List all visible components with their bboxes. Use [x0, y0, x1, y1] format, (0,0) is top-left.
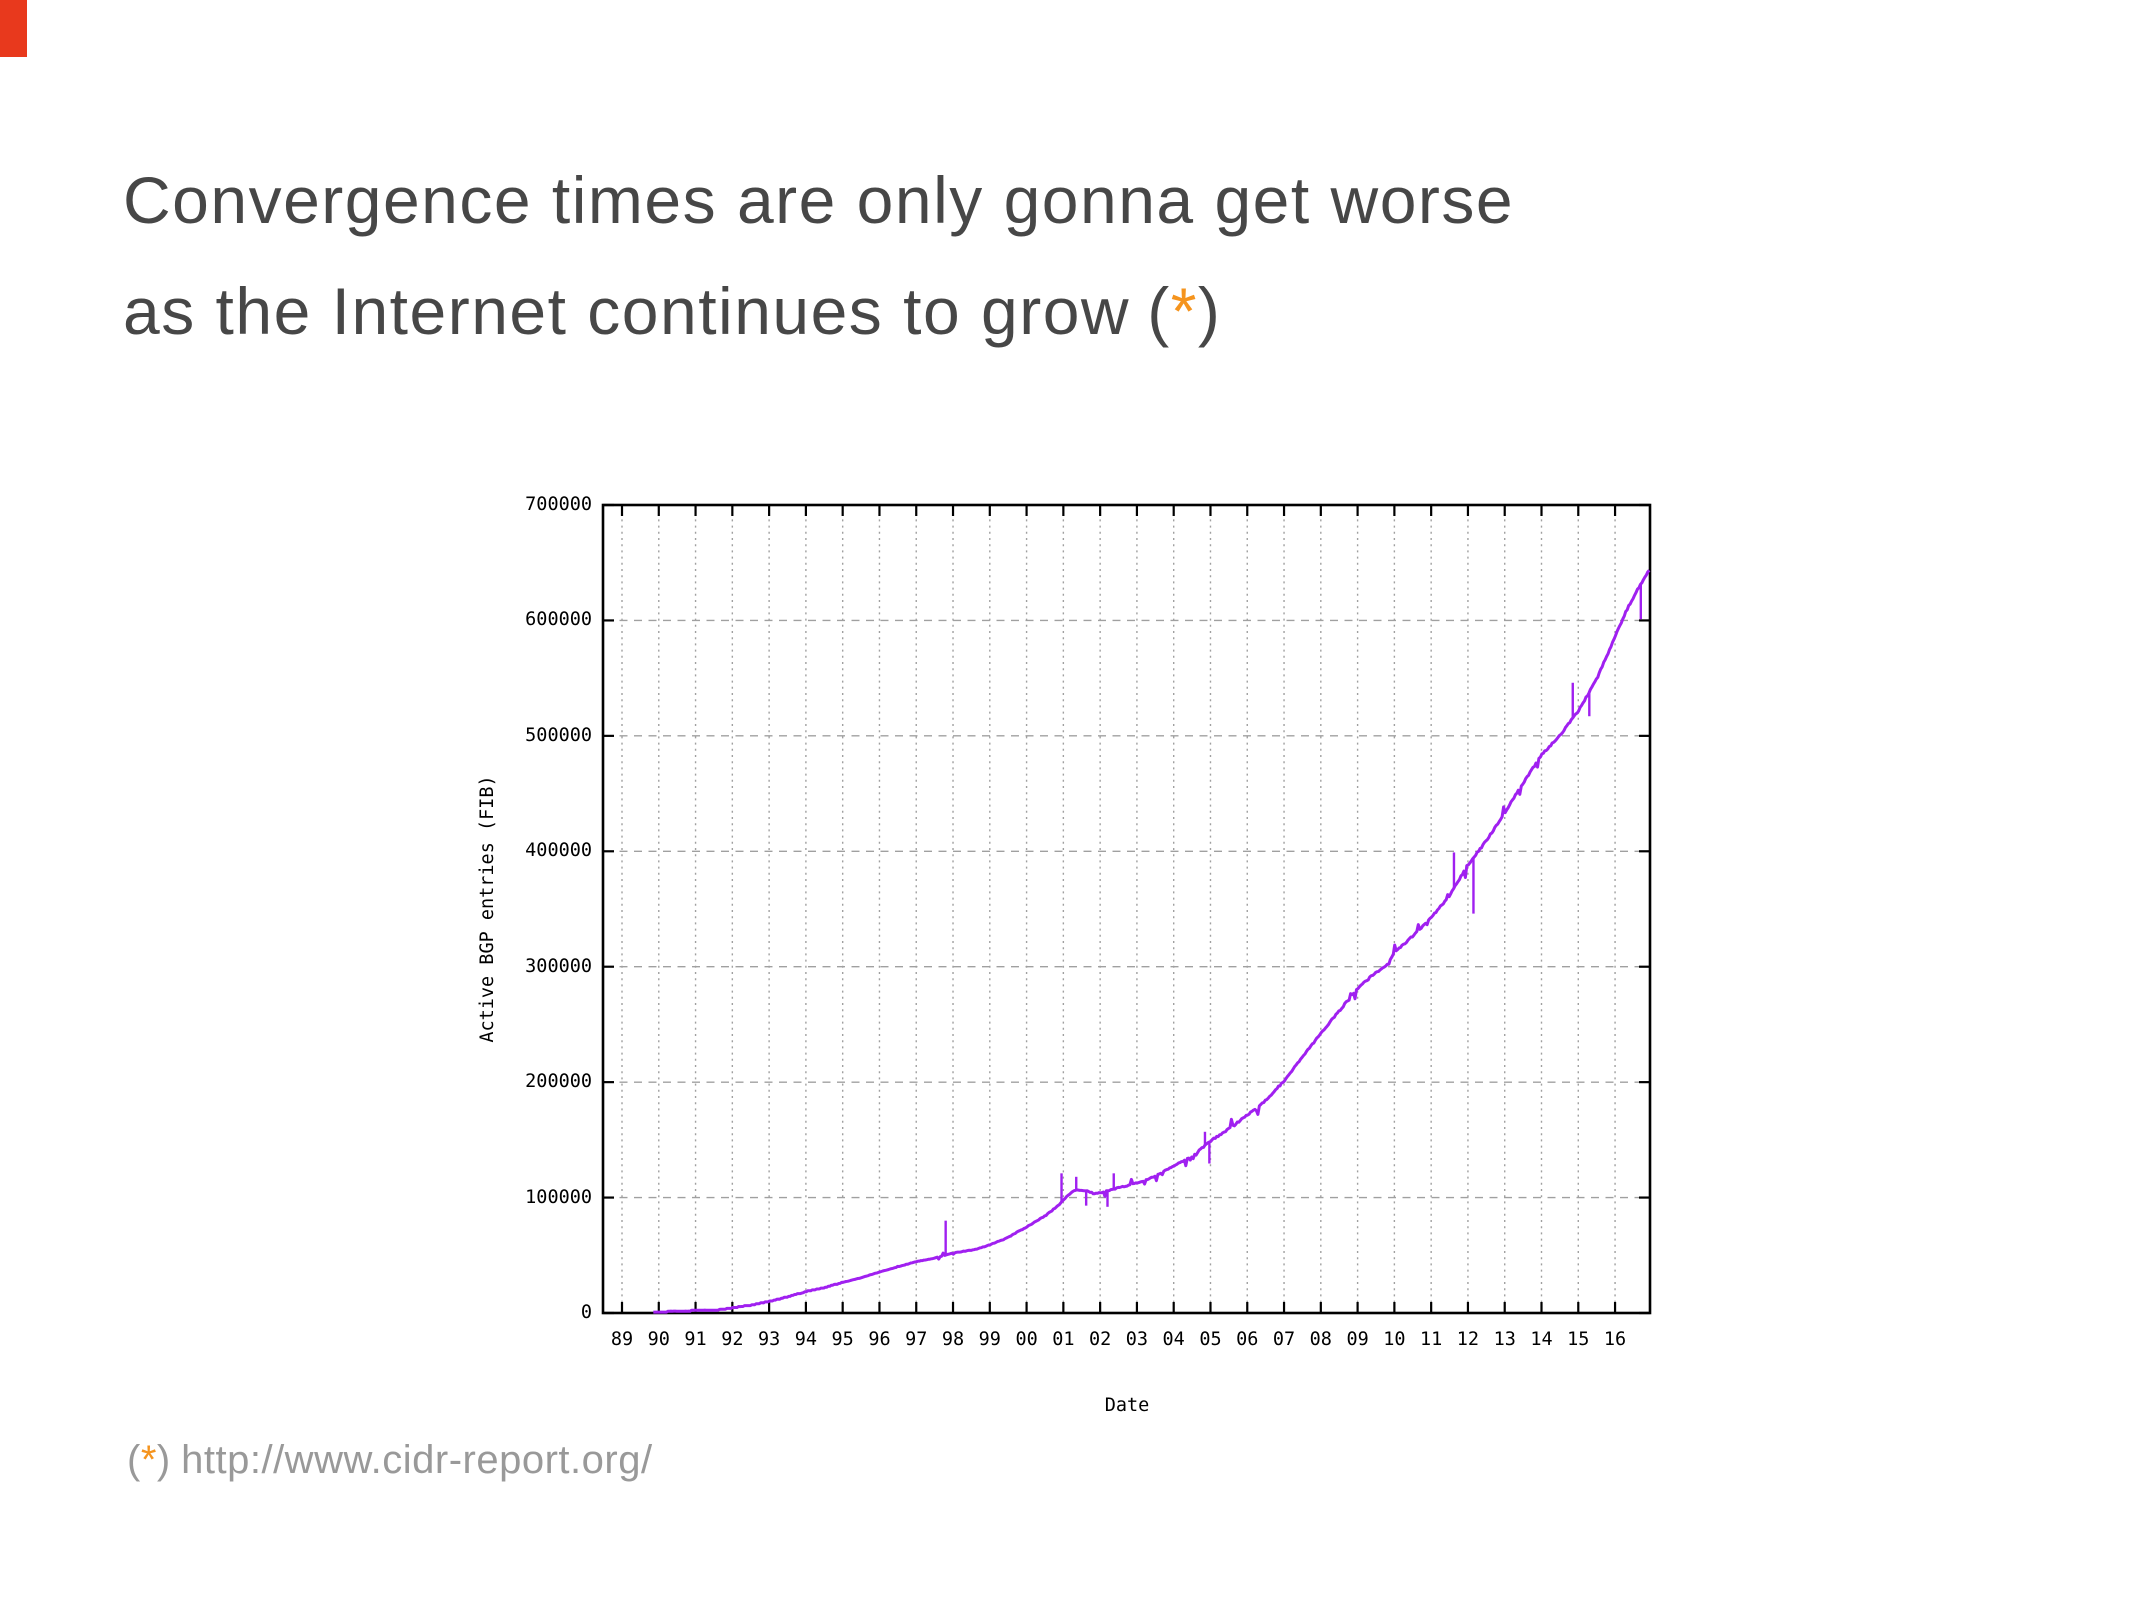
footnote-asterisk: *	[140, 1438, 157, 1482]
y-tick-label: 200000	[525, 1071, 592, 1093]
title-asterisk: *	[1170, 274, 1198, 348]
x-tick-label: 96	[868, 1329, 891, 1350]
slide-title: Convergence times are only gonna get wor…	[123, 145, 1514, 367]
x-tick-label: 15	[1567, 1329, 1590, 1350]
x-tick-label: 16	[1603, 1329, 1627, 1350]
x-tick-label: 14	[1530, 1329, 1553, 1350]
y-tick-label: 500000	[525, 724, 592, 746]
x-tick-label: 07	[1272, 1329, 1296, 1350]
title-paren-open: (	[1147, 274, 1171, 348]
y-tick-label: 100000	[525, 1186, 592, 1208]
footnote-url: http://www.cidr-report.org/	[181, 1438, 653, 1482]
title-line-1: Convergence times are only gonna get wor…	[123, 163, 1515, 237]
x-tick-label: 09	[1346, 1329, 1369, 1350]
x-tick-label: 95	[831, 1329, 854, 1350]
x-axis-label: Date	[1104, 1395, 1150, 1416]
x-tick-label: 13	[1493, 1329, 1516, 1350]
x-tick-label: 02	[1088, 1329, 1112, 1350]
x-tick-label: 99	[978, 1329, 1001, 1350]
x-tick-label: 12	[1456, 1329, 1480, 1350]
x-tick-label: 89	[610, 1329, 634, 1350]
x-tick-label: 03	[1125, 1329, 1149, 1350]
y-tick-label: 700000	[525, 494, 592, 515]
y-tick-label: 400000	[525, 840, 592, 862]
title-line-2-text: as the Internet continues to grow	[123, 274, 1131, 348]
x-tick-label: 93	[757, 1329, 781, 1350]
title-paren-close: )	[1197, 274, 1222, 348]
x-tick-label: 01	[1052, 1329, 1075, 1350]
plot-border	[601, 503, 1652, 1315]
y-tick-label: 300000	[525, 955, 592, 977]
footnote-paren-close: )	[156, 1438, 171, 1482]
footnote: (*) http://www.cidr-report.org/	[127, 1436, 653, 1484]
x-tick-label: 05	[1199, 1329, 1222, 1350]
x-tick-label: 10	[1383, 1329, 1406, 1350]
red-corner-marker	[0, 0, 27, 57]
x-tick-label: 00	[1015, 1329, 1038, 1350]
y-tick-label: 600000	[525, 609, 592, 631]
x-tick-label: 04	[1162, 1329, 1185, 1350]
x-tick-label: 94	[794, 1329, 818, 1350]
data-line	[653, 569, 1651, 1314]
x-tick-label: 06	[1236, 1329, 1259, 1350]
x-tick-label: 98	[941, 1329, 965, 1350]
y-axis-label: Active BGP entries (FIB)	[477, 775, 498, 1043]
y-tick-label: 0	[580, 1302, 592, 1323]
x-tick-label: 92	[721, 1329, 744, 1350]
x-tick-label: 97	[905, 1329, 928, 1350]
x-tick-label: 11	[1420, 1329, 1443, 1350]
x-tick-label: 91	[684, 1329, 707, 1350]
footnote-paren-open: (	[127, 1438, 141, 1482]
x-tick-label: 08	[1309, 1329, 1332, 1350]
x-tick-label: 90	[647, 1329, 670, 1350]
title-line-2: as the Internet continues to grow (*)	[123, 256, 1514, 367]
